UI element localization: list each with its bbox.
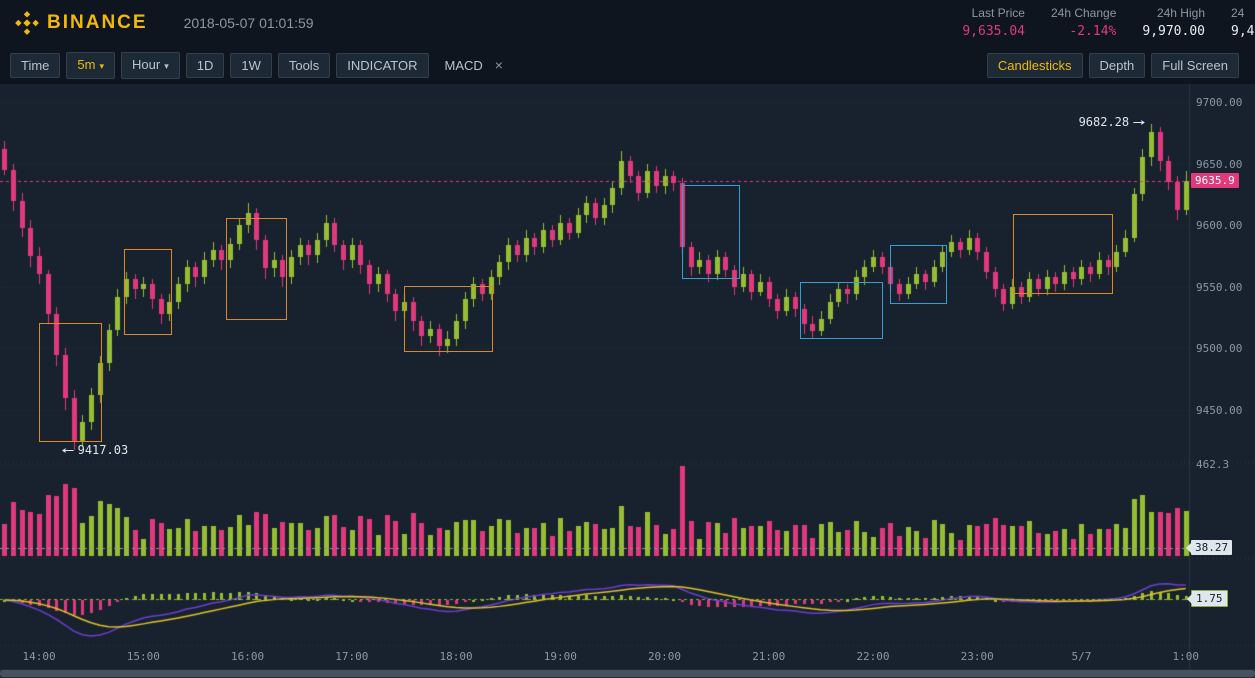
time-axis-tick: 1:00 [1172, 650, 1199, 663]
stat-label: 24h High [1156, 6, 1205, 20]
low-price-annotation[interactable]: ← 9417.03 [61, 442, 129, 458]
high-price-annotation[interactable]: 9682.28 → [991, 114, 1146, 130]
binance-logo [14, 10, 40, 36]
stat-label: Last Price [971, 6, 1025, 20]
time-axis-tick: 23:00 [960, 650, 994, 663]
stat-label: 24 [1231, 6, 1245, 20]
tab-full-screen[interactable]: Full Screen [1151, 52, 1239, 78]
toolbar-button-5m[interactable]: 5m ▾ [66, 51, 115, 79]
price-axis-tick: 9550.00 [1196, 280, 1243, 294]
chevron-down-icon: ▾ [164, 60, 169, 71]
price-axis-tick: 9700.00 [1196, 96, 1243, 109]
indicator-chip-macd[interactable]: MACD [444, 57, 483, 73]
time-axis-tick: 14:00 [22, 650, 56, 663]
time-axis-tick: 20:00 [647, 650, 682, 663]
toolbar-right: Candlesticks Depth Full Screen [986, 52, 1245, 78]
macd-value-tag: 1.75 [1187, 590, 1228, 607]
toolbar-button-1d[interactable]: 1D [185, 52, 225, 78]
low-price-label: 9417.03 [77, 443, 129, 458]
last-price-tag: 9635.9 [1191, 173, 1239, 188]
toolbar-button-hour[interactable]: Hour ▾ [121, 51, 180, 79]
toolbar-button-tools[interactable]: Tools [277, 52, 331, 78]
current-volume-tag: 38.27 [1185, 540, 1233, 555]
timeline-scrollbar[interactable] [0, 669, 1255, 678]
binance-diamond-icon [15, 11, 39, 35]
brand-name: BINANCE [47, 12, 148, 33]
stat-value: 9,970.00 [1142, 24, 1205, 39]
price-chart-canvas[interactable] [0, 84, 1255, 678]
chevron-down-icon: ▾ [99, 60, 104, 71]
time-axis-tick: 16:00 [230, 650, 265, 663]
time-axis-tick: 22:00 [856, 650, 890, 663]
chart-toolbar: Time 5m ▾ Hour ▾ 1D 1W Tools INDICATOR MACD × Ca… [0, 46, 1255, 84]
arrow-right-icon: → [1132, 114, 1146, 130]
time-axis-tick: 21:00 [752, 650, 786, 663]
price-axis-tick: 9500.00 [1196, 342, 1243, 356]
time-axis-tick: 15:00 [126, 650, 160, 663]
time-axis-tick: 19:00 [543, 650, 577, 663]
volume-axis-max-label: 462.3 [1196, 458, 1230, 471]
time-axis-tick: 5/7 [1071, 650, 1092, 663]
chart-area: 9700.00 9650.00 9600.00 9550.00 9500.00 9450.… [0, 84, 1255, 678]
toolbar-button-1w[interactable]: 1W [230, 52, 272, 78]
close-icon[interactable]: × [494, 57, 503, 73]
stat-value: 9,4 [1231, 24, 1255, 39]
stat-low-24h-truncated: 24 9,4 [1231, 6, 1255, 39]
toolbar-button-time[interactable]: Time [10, 52, 61, 78]
tab-candlesticks[interactable]: Candlesticks [986, 52, 1083, 78]
time-axis-tick: 17:00 [335, 650, 369, 663]
toolbar-button-indicator[interactable]: INDICATOR [336, 52, 429, 78]
arrow-left-icon: ← [61, 442, 74, 458]
tab-depth[interactable]: Depth [1088, 52, 1146, 78]
stat-high-24h: 24h High 9,970.00 [1142, 6, 1205, 39]
stat-last-price: Last Price 9,635.04 [962, 6, 1025, 39]
scrollbar-handle[interactable] [0, 670, 1255, 677]
top-bar: BINANCE 2018-05-07 01:01:59 Last Price 9,… [0, 0, 1255, 46]
price-axis-tick: 9650.00 [1196, 157, 1243, 171]
header-stats: Last Price 9,635.04 24h Change -2.14% 24h Hi… [962, 6, 1255, 39]
price-axis-tick: 9450.00 [1196, 404, 1243, 417]
toolbar-left: Time 5m ▾ Hour ▾ 1D 1W Tools INDICATOR [10, 51, 435, 79]
chart-timestamp: 2018-05-07 01:01:59 [183, 15, 314, 31]
stat-change-24h: 24h Change -2.14% [1051, 6, 1116, 39]
stat-value: 9,635.04 [962, 24, 1025, 39]
time-axis-tick: 18:00 [439, 650, 473, 663]
stat-value: -2.14% [1069, 24, 1117, 39]
price-axis-tick: 9600.00 [1196, 219, 1243, 233]
stat-label: 24h Change [1050, 6, 1117, 20]
high-price-label: 9682.28 [1078, 115, 1130, 130]
